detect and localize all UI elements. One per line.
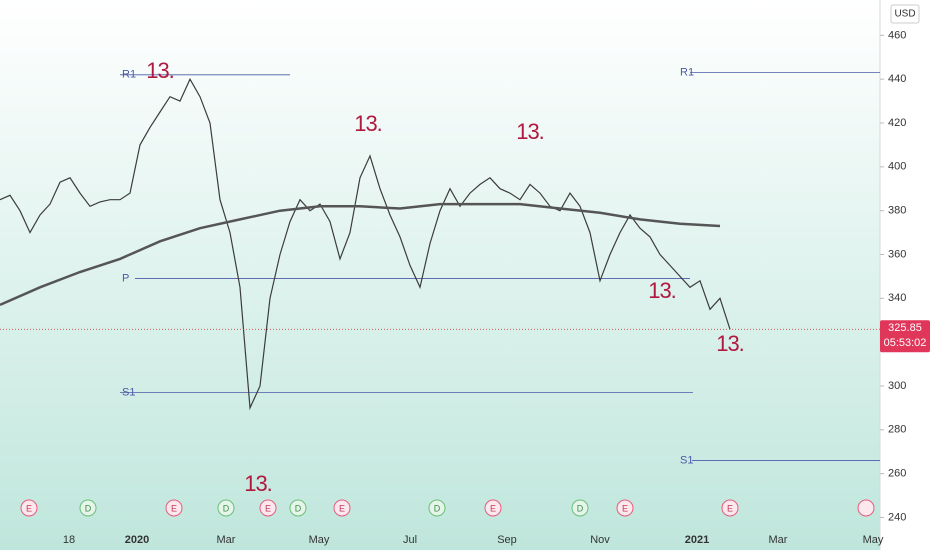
- event-marker: [259, 499, 277, 517]
- event-marker: [857, 499, 875, 517]
- event-label: E: [26, 503, 32, 513]
- x-tick-label: May: [863, 534, 884, 546]
- annotation: 13.: [354, 111, 382, 136]
- y-tick-label: 460: [888, 29, 906, 41]
- event-label: D: [434, 503, 441, 513]
- event-marker: [289, 499, 307, 517]
- y-tick-label: 380: [888, 205, 906, 217]
- y-tick-label: 360: [888, 248, 906, 260]
- event-label: E: [727, 503, 733, 513]
- pivot-label: P: [122, 272, 129, 284]
- event-label: E: [622, 503, 628, 513]
- x-tick-label: Mar: [217, 534, 236, 546]
- event-marker: [333, 499, 351, 517]
- x-tick-label: 2021: [685, 534, 709, 546]
- price-line: [0, 77, 731, 411]
- y-tick-label: 420: [888, 117, 906, 129]
- x-tick-label: 2020: [125, 534, 149, 546]
- event-marker: [616, 499, 634, 517]
- price-axis: [880, 0, 932, 550]
- annotation: 13.: [244, 471, 272, 496]
- pivot-label: R1: [122, 69, 136, 81]
- pivot-label: R1: [680, 67, 694, 79]
- countdown: 05:53:02: [884, 337, 927, 349]
- x-tick-label: 18: [63, 534, 75, 546]
- event-marker: [571, 499, 589, 517]
- plot-background: [0, 0, 880, 550]
- y-tick-label: 300: [888, 380, 906, 392]
- x-tick-label: Jul: [403, 534, 417, 546]
- event-label: D: [223, 503, 230, 513]
- x-tick-label: Sep: [497, 534, 517, 546]
- pivot-label: S1: [680, 454, 693, 466]
- y-tick-label: 240: [888, 511, 906, 523]
- annotation: 13.: [648, 278, 676, 303]
- event-label: D: [577, 503, 584, 513]
- event-marker: [217, 499, 235, 517]
- event-label: D: [295, 503, 302, 513]
- event-marker: [428, 499, 446, 517]
- event-marker: [721, 499, 739, 517]
- last-price: 325.85: [888, 322, 922, 334]
- event-marker: [484, 499, 502, 517]
- event-marker: [165, 499, 183, 517]
- annotation: 13.: [716, 331, 744, 356]
- event-label: E: [490, 503, 496, 513]
- currency-box: [890, 4, 920, 24]
- event-label: E: [265, 503, 271, 513]
- x-tick-label: Nov: [590, 534, 610, 546]
- annotation: 13.: [516, 119, 544, 144]
- annotation: 13.: [146, 58, 174, 83]
- event-label: E: [339, 503, 345, 513]
- moving-average: [0, 202, 721, 307]
- price-tag: [880, 320, 930, 353]
- y-tick-label: 280: [888, 424, 906, 436]
- pivot-label: S1: [122, 386, 135, 398]
- y-tick-label: 440: [888, 73, 906, 85]
- currency: USD: [894, 9, 915, 20]
- y-tick-label: 340: [888, 292, 906, 304]
- event-marker: [20, 499, 38, 517]
- x-tick-label: May: [309, 534, 330, 546]
- y-tick-label: 400: [888, 161, 906, 173]
- event-marker: [79, 499, 97, 517]
- event-label: D: [85, 503, 92, 513]
- x-tick-label: Mar: [769, 534, 788, 546]
- event-label: E: [171, 503, 177, 513]
- y-tick-label: 260: [888, 468, 906, 480]
